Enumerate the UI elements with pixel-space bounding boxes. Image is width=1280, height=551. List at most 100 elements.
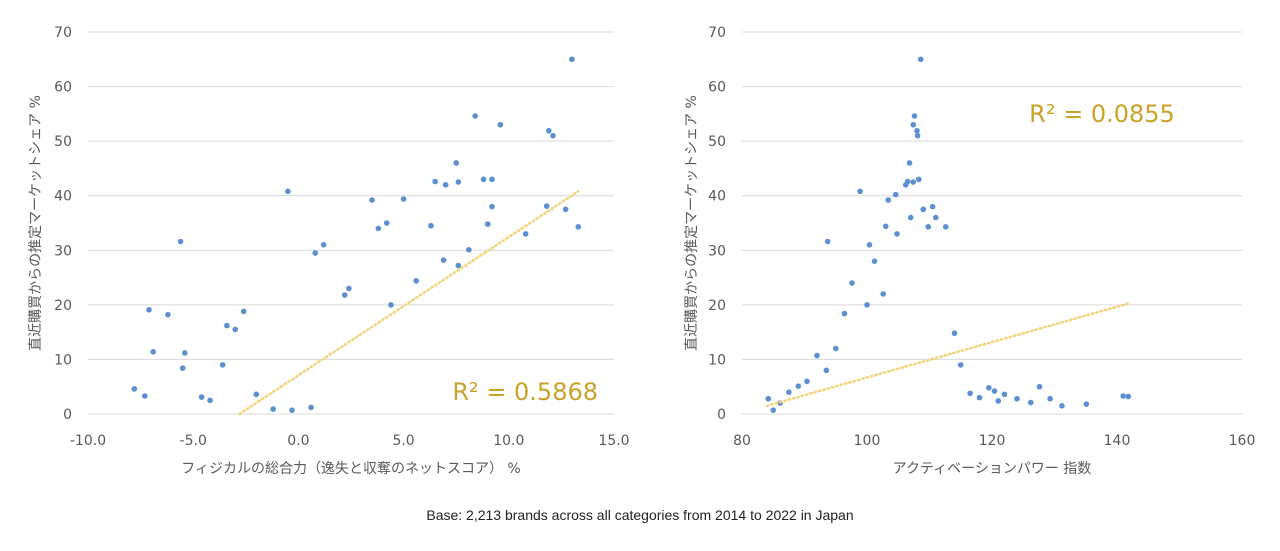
chart-physical-strength-point (270, 406, 276, 412)
chart-activation-power-point (795, 383, 802, 389)
chart-physical-strength-point (480, 176, 487, 183)
chart-physical-strength-point (440, 257, 447, 263)
chart-activation-power-point (786, 389, 792, 395)
chart-activation-power-point (995, 398, 1002, 404)
chart-physical-strength-point (165, 311, 171, 318)
figure: -10.0 -5.0 0.0 5.0 10.0 15.0 010203040506070 … (27, 25, 1255, 477)
chart-activation-power-point (911, 113, 918, 119)
chart-physical-strength-point (489, 176, 495, 183)
chart-physical-strength-point (562, 206, 569, 213)
chart-activation-power-y-tick-label: 20 (708, 298, 726, 314)
chart-activation-power-point (832, 345, 839, 352)
chart-physical-strength-x-tick-label: -5.0 (180, 433, 207, 449)
chart-physical-strength-point (131, 386, 138, 392)
chart-activation-power-x-tick-label: 160 (1229, 433, 1256, 449)
chart-physical-strength-y-tick-label: 70 (54, 25, 72, 41)
chart-physical-strength-y-tick-label: 60 (54, 80, 72, 96)
chart-activation-power-grid (742, 31, 1242, 415)
chart-physical-strength-point (320, 242, 327, 248)
chart-activation-power-point (929, 203, 936, 210)
chart-activation-power-r2-label: R² = 0.0855 (1029, 100, 1175, 128)
chart-activation-power-point (765, 395, 772, 402)
chart-physical-strength-y-ticks: 0 10 20 30 40 50 60 70 (54, 25, 72, 423)
chart-activation-power-point (942, 224, 949, 230)
chart-activation-power-point (1027, 399, 1034, 406)
chart-activation-power-point (894, 231, 900, 237)
chart-activation-power-y-ticks: 0 10 20 30 40 50 60 70 (708, 25, 726, 423)
chart-activation-power-y-tick-label: 0 (717, 407, 726, 423)
chart-activation-power-point (907, 214, 914, 221)
chart-activation-power-point (914, 127, 920, 134)
chart-physical-strength-y-tick-label: 40 (54, 189, 72, 205)
chart-activation-power-point (917, 56, 924, 63)
chart-activation-power-y-tick-label: 10 (708, 352, 726, 368)
chart-physical-strength-point (428, 222, 434, 229)
chart-activation-power-point (864, 302, 870, 308)
chart-physical-strength-point (142, 393, 148, 399)
chart-activation-power-point (841, 310, 848, 317)
chart-activation-power-point (914, 132, 921, 139)
chart-physical-strength-point (219, 362, 226, 368)
chart-physical-strength-y-tick-label: 10 (54, 352, 72, 368)
chart-physical-strength-point (455, 179, 462, 185)
chart-physical-strength-point (522, 231, 529, 237)
chart-activation-power-point (967, 390, 973, 397)
chart-activation-power: 80 100 120 140 160 0 10 20 30 40 50 60 70 アクティベーション… (683, 25, 1255, 477)
chart-activation-power-point (892, 191, 899, 198)
chart-activation-power-y-tick-label: 70 (708, 25, 726, 41)
chart-physical-strength-point (400, 196, 407, 202)
chart-activation-power-point (910, 179, 917, 185)
chart-activation-power-x-ticks: 80 100 120 140 160 (733, 433, 1255, 449)
chart-physical-strength-point (545, 127, 552, 134)
chart-activation-power-point (1120, 393, 1127, 399)
chart-activation-power-point (857, 188, 863, 195)
chart-activation-power-point (906, 160, 913, 166)
chart-physical-strength-point (550, 132, 556, 139)
chart-activation-power-point (823, 367, 830, 374)
chart-physical-strength-x-ticks: -10.0 -5.0 0.0 5.0 10.0 15.0 (70, 433, 630, 449)
chart-activation-power-y-tick-label: 60 (708, 80, 726, 96)
chart-activation-power-y-tick-label: 30 (708, 243, 726, 259)
chart-physical-strength-point (285, 188, 291, 195)
chart-physical-strength-point (240, 308, 247, 315)
chart-activation-power-point (824, 238, 831, 245)
chart-physical-strength-y-tick-label: 20 (54, 298, 72, 314)
chart-physical-strength-point (177, 238, 184, 245)
chart-physical-strength-y-tick-label: 30 (54, 243, 72, 259)
chart-physical-strength-point (383, 220, 390, 226)
chart-physical-strength-point (497, 121, 504, 128)
chart-activation-power-point (1083, 401, 1090, 407)
chart-activation-power-point (1059, 403, 1065, 409)
chart-physical-strength-point (453, 160, 460, 166)
chart-physical-strength-point (289, 407, 295, 413)
chart-physical-strength-point (341, 292, 348, 298)
chart-physical-strength-y-tick-label: 50 (54, 134, 72, 150)
chart-activation-power-point (957, 362, 964, 368)
chart-activation-power-x-tick-label: 100 (854, 433, 881, 449)
chart-activation-power-point (880, 291, 887, 297)
chart-physical-strength-point (413, 278, 420, 284)
chart-physical-strength-point (232, 326, 239, 333)
chart-physical-strength-point (472, 113, 478, 119)
chart-physical-strength-trendline (238, 190, 580, 416)
chart-activation-power-point (1036, 383, 1043, 390)
chart-physical-strength-point (489, 203, 495, 210)
chart-physical-strength-points (131, 56, 582, 413)
chart-physical-strength-point (543, 203, 550, 209)
chart-physical-strength-point (253, 391, 260, 398)
chart-activation-power-x-label: アクティベーションパワー 指数 (893, 461, 1092, 477)
chart-activation-power-point (910, 121, 917, 128)
chart-activation-power-point (804, 378, 810, 385)
chart-physical-strength-x-tick-label: 0.0 (287, 433, 309, 449)
chart-activation-power-point (1014, 395, 1020, 402)
chart-activation-power-trendline (765, 301, 1131, 408)
figure-caption: Base: 2,213 brands across all categories… (426, 507, 854, 523)
chart-activation-power-point (885, 197, 892, 203)
chart-activation-power-point (925, 224, 932, 230)
chart-physical-strength-point (150, 348, 157, 355)
chart-physical-strength-x-tick-label: 10.0 (493, 433, 524, 449)
chart-physical-strength-point (455, 262, 462, 269)
chart-physical-strength-point (484, 221, 491, 227)
chart-physical-strength-point (198, 394, 205, 400)
chart-physical-strength-point (207, 397, 213, 404)
